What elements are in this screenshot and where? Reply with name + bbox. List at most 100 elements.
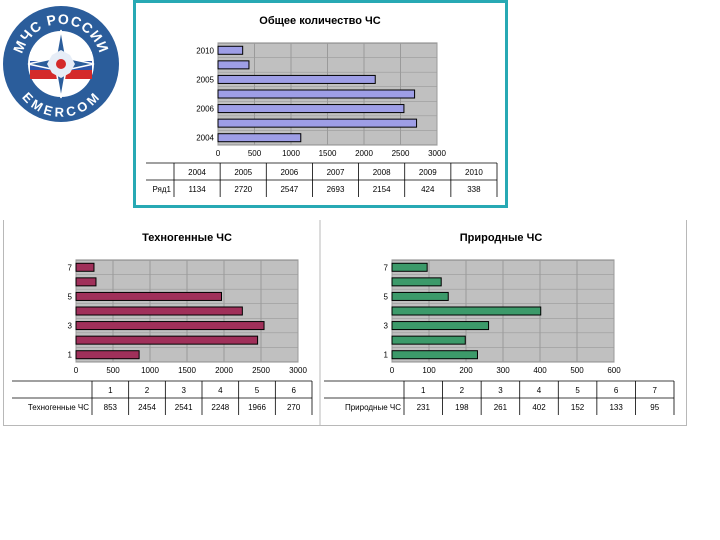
chart-title: Общее количество ЧС [259,15,380,27]
x-tick-label: 500 [248,149,262,158]
table-value-cell: 152 [571,403,585,412]
table-header-cell: 4 [218,386,223,395]
bar [217,118,418,128]
x-tick-label: 600 [607,366,621,375]
table-header-cell: 2006 [280,168,298,177]
chart-group: Общее количество ЧС 0 500 1000 1500 2000 2500 3… [146,15,498,197]
bar [391,306,542,316]
y-tick-label: 5 [68,292,73,301]
table-header-cell: 2 [460,386,465,395]
x-tick-label: 1000 [282,149,300,158]
bar [217,133,302,143]
bar [75,306,243,316]
y-tick-label: 2010 [196,46,214,55]
table-value-cell: 261 [494,403,508,412]
x-tick-label: 3000 [428,149,446,158]
table-header-cell: 6 [291,386,296,395]
x-tick-label: 2000 [355,149,373,158]
table-header-cell: 2 [145,386,150,395]
y-tick-label: 7 [384,263,389,272]
bar [75,321,265,331]
bar [391,277,442,287]
bar [75,350,140,360]
table-value-cell: 338 [467,185,481,194]
split-charts-panel: Техногенные ЧС 0 500 1000 1500 2000 2500 3000 1 3… [3,220,687,426]
chart-title: Техногенные ЧС [142,232,232,244]
table-header-cell: 1 [421,386,426,395]
total-emergencies-chart: Общее количество ЧС 0 500 1000 1500 2000 2500 3… [146,15,498,197]
bar [75,291,222,301]
y-tick-label: 1 [384,351,389,360]
table-value-cell: 231 [417,403,431,412]
chart-group: Природные ЧС 0 100 200 300 400 500 600 1 3 5 7 1 231 2… [324,232,675,415]
x-tick-label: 3000 [289,366,307,375]
table-series-label: Ряд1 [152,185,171,194]
y-tick-label: 5 [384,292,389,301]
x-tick-label: 400 [533,366,547,375]
x-tick-label: 500 [570,366,584,375]
table-header-cell: 2005 [234,168,252,177]
table-header-cell: 3 [498,386,503,395]
table-header-cell: 5 [575,386,580,395]
star-center-icon [56,59,66,69]
total-emergencies-panel: Общее количество ЧС 0 500 1000 1500 2000 2500 3… [133,0,508,208]
bar [217,60,250,70]
bar [217,104,405,114]
x-tick-label: 2500 [392,149,410,158]
y-tick-label: 3 [68,322,73,331]
table-header-cell: 2008 [373,168,391,177]
table-value-cell: 198 [455,403,469,412]
table-value-cell: 424 [421,185,435,194]
table-value-cell: 1966 [248,403,266,412]
x-tick-label: 0 [216,149,221,158]
table-series-label: Природные ЧС [345,403,401,412]
table-value-cell: 1134 [188,185,206,194]
bar [391,291,449,301]
y-tick-label: 2004 [196,134,214,143]
table-header-cell: 2009 [419,168,437,177]
x-tick-label: 1000 [141,366,159,375]
table-header-cell: 2004 [188,168,206,177]
table-value-cell: 2693 [327,185,345,194]
emercom-logo: МЧС РОССИИ EMERCOM [3,6,119,122]
bar [75,277,97,287]
table-value-cell: 95 [650,403,659,412]
y-tick-label: 7 [68,263,73,272]
bar [391,335,466,345]
x-tick-label: 0 [74,366,79,375]
table-value-cell: 133 [609,403,623,412]
x-tick-label: 2500 [252,366,270,375]
table-value-cell: 2248 [211,403,229,412]
table-header-cell: 4 [537,386,542,395]
table-header-cell: 1 [108,386,113,395]
y-tick-label: 2006 [196,105,214,114]
bar [75,335,259,345]
bar [75,262,95,272]
y-tick-label: 2005 [196,75,214,84]
table-header-cell: 5 [255,386,260,395]
chart-group: Техногенные ЧС 0 500 1000 1500 2000 2500 3000 1 3… [12,232,313,415]
table-value-cell: 2454 [138,403,156,412]
table-value-cell: 270 [287,403,301,412]
x-tick-label: 100 [422,366,436,375]
table-value-cell: 2720 [234,185,252,194]
y-tick-label: 1 [68,351,73,360]
bar [217,74,376,84]
x-tick-label: 1500 [319,149,337,158]
x-tick-label: 2000 [215,366,233,375]
x-tick-label: 200 [459,366,473,375]
table-value-cell: 853 [104,403,118,412]
table-header-cell: 3 [181,386,186,395]
bar [217,45,244,55]
table-value-cell: 2154 [373,185,391,194]
x-tick-label: 500 [106,366,120,375]
bar [391,321,490,331]
chart-title: Природные ЧС [460,232,543,244]
x-tick-label: 0 [390,366,395,375]
technogenic-emergencies-chart: Техногенные ЧС0 500 1000 1500 2000 2500 300013… [12,220,675,426]
table-series-label: Техногенные ЧС [28,403,89,412]
table-value-cell: 402 [532,403,546,412]
bar [217,89,416,99]
table-header-cell: 6 [614,386,619,395]
table-value-cell: 2541 [175,403,193,412]
